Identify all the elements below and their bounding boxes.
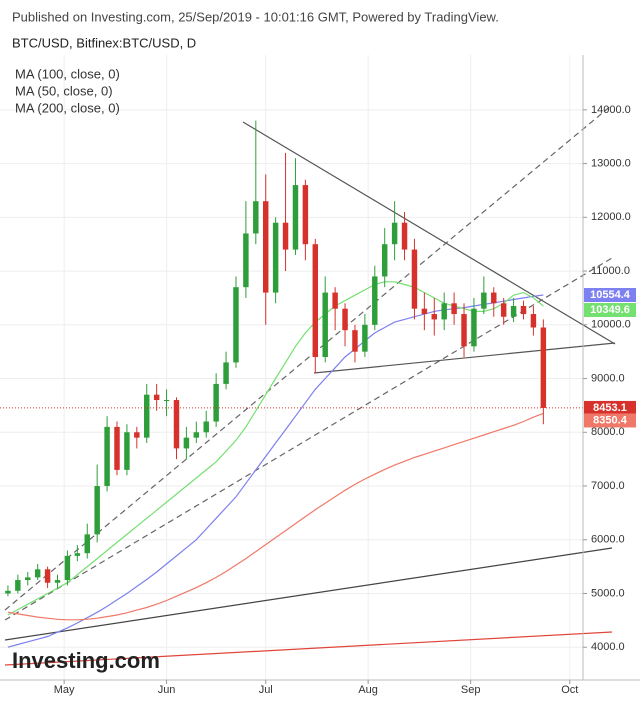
candle-body: [322, 292, 328, 358]
candle-body: [362, 324, 368, 352]
trend-line: [4, 547, 613, 641]
watermark: Investing.com: [12, 648, 160, 673]
x-tick-label: Oct: [561, 684, 578, 696]
y-tick-label: 8000.0: [591, 426, 625, 438]
candle-body: [5, 590, 11, 594]
y-tick-label: 9000.0: [591, 372, 625, 384]
trend-line: [4, 631, 613, 666]
candle-body: [372, 276, 378, 325]
candle-body: [530, 314, 537, 328]
candle-body: [104, 426, 110, 487]
candle-body: [352, 330, 358, 352]
candle-body: [94, 486, 100, 535]
y-tick-label: 6000.0: [591, 534, 625, 546]
candle-body: [272, 222, 279, 293]
candle-body: [540, 327, 547, 408]
trend-line: [242, 121, 616, 345]
candle-body: [500, 303, 507, 317]
candle-body: [431, 314, 438, 320]
price-badge-label: 8350.4: [593, 414, 628, 426]
candle-body: [223, 362, 229, 384]
candle-body: [391, 222, 398, 245]
candle-body: [312, 244, 319, 358]
candle-body: [54, 580, 61, 583]
candle-body: [25, 577, 31, 581]
candle-body: [15, 580, 21, 591]
y-tick-label: 5000.0: [591, 587, 625, 599]
candle-body: [34, 569, 41, 578]
candle-body: [213, 383, 219, 422]
candle-body: [451, 303, 457, 315]
candle-body: [411, 249, 418, 309]
legend-label: MA (200, close, 0): [15, 100, 120, 115]
candle-body: [183, 437, 190, 449]
candle-body: [74, 553, 81, 556]
trend-line: [4, 257, 613, 621]
header: Published on Investing.com, 25/Sep/2019 …: [12, 9, 499, 24]
x-tick-label: Aug: [358, 684, 378, 696]
x-tick-label: May: [54, 684, 75, 696]
legend-label: MA (100, close, 0): [15, 66, 120, 81]
legend-label: MA (50, close, 0): [15, 83, 113, 98]
candle-body: [44, 569, 51, 583]
price-badge-label: 8453.1: [593, 402, 627, 414]
candle-body: [342, 308, 348, 331]
grid: [0, 55, 583, 680]
candle-body: [203, 421, 209, 433]
candle-body: [193, 432, 200, 438]
price-badge: [584, 288, 636, 303]
candle-body: [163, 400, 170, 402]
candle-body: [144, 394, 150, 438]
y-tick-label: 10000.0: [591, 319, 631, 331]
y-tick-label: 14000.0: [591, 104, 631, 116]
y-tick-label: 11000.0: [591, 265, 630, 277]
trend-line: [4, 104, 613, 611]
price-badge-label: 10349.6: [590, 304, 630, 316]
x-tick-label: Sep: [461, 684, 481, 696]
candle-body: [510, 305, 517, 317]
y-tick-label: 4000.0: [591, 641, 625, 653]
candle-body: [134, 432, 140, 438]
trend-line: [313, 342, 616, 374]
candle-body: [282, 222, 289, 250]
plot: [0, 120, 583, 648]
candle-body: [471, 308, 477, 347]
candle-body: [332, 292, 338, 309]
x-tick-label: Jun: [158, 684, 176, 696]
candle-body: [491, 292, 497, 304]
candle-body: [243, 233, 249, 288]
trend-lines: [4, 104, 616, 666]
y-tick-label: 7000.0: [591, 480, 625, 492]
ma-line: [7, 412, 544, 621]
candle-body: [302, 185, 309, 245]
x-tick-label: Jul: [259, 684, 273, 696]
candle-body: [520, 305, 527, 315]
price-badge: [584, 303, 636, 318]
candle-body: [381, 244, 388, 277]
candle-body: [124, 432, 130, 470]
candle-body: [421, 308, 428, 315]
ma-line: [7, 294, 544, 648]
candle-body: [253, 201, 259, 234]
candle-body: [233, 287, 239, 363]
price-badge: [584, 413, 636, 428]
price-badge: [584, 400, 636, 415]
candle-body: [292, 185, 299, 250]
candle-body: [481, 292, 487, 309]
candle-body: [64, 555, 71, 581]
y-tick-label: 13000.0: [591, 157, 631, 169]
candle-body: [461, 314, 467, 347]
candle-body: [84, 534, 90, 554]
candle-body: [401, 222, 408, 250]
candle-body: [173, 400, 180, 449]
price-badge-label: 10554.4: [590, 289, 631, 301]
candle-body: [441, 303, 447, 320]
candle-body: [262, 201, 269, 293]
chart-title: BTC/USD, Bitfinex:BTC/USD, D: [12, 35, 196, 50]
candle-body: [114, 426, 120, 470]
y-tick-label: 12000.0: [591, 211, 631, 223]
candle-body: [153, 394, 160, 401]
